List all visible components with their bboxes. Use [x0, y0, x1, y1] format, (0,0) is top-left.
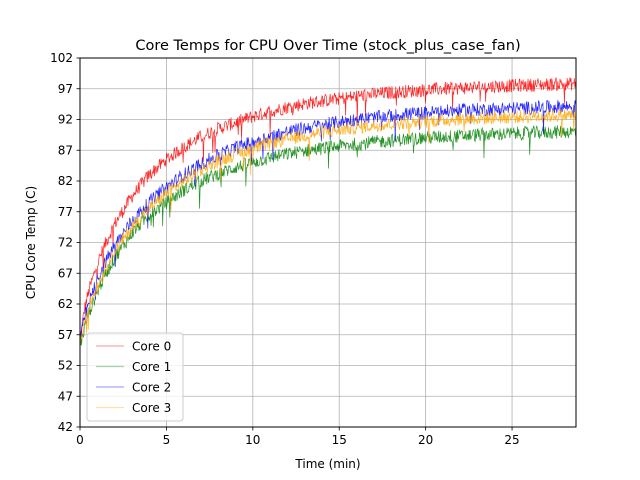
y-tick-label: 87 — [58, 143, 73, 157]
y-tick-label: 92 — [58, 113, 73, 127]
x-tick-label: 15 — [332, 433, 347, 447]
chart-title: Core Temps for CPU Over Time (stock_plus… — [135, 38, 520, 54]
legend: Core 0 Core 1 Core 2 Core 3 — [86, 332, 184, 422]
legend-label: Core 1 — [132, 360, 171, 374]
series-lines — [79, 77, 577, 350]
series-line — [79, 99, 577, 344]
y-tick-label: 102 — [50, 51, 73, 65]
axis-ticks: 0 5 10 15 20 25 42 47 52 57 62 67 72 77 82 87 92 97 102 — [50, 51, 520, 447]
y-tick-label: 52 — [58, 359, 73, 373]
legend-item: Core 1 — [96, 360, 171, 374]
y-tick-label: 62 — [58, 297, 73, 311]
x-tick-label: 5 — [163, 433, 171, 447]
legend-item: Core 3 — [96, 401, 171, 415]
y-tick-label: 77 — [58, 205, 73, 219]
y-tick-label: 67 — [58, 266, 73, 280]
series-line — [79, 109, 577, 350]
x-tick-label: 25 — [504, 433, 519, 447]
series-core-1 — [79, 125, 577, 347]
y-tick-label: 97 — [58, 82, 73, 96]
legend-label: Core 3 — [132, 401, 171, 415]
x-tick-label: 20 — [418, 433, 433, 447]
x-tick-label: 0 — [76, 433, 84, 447]
legend-box — [86, 332, 184, 422]
y-tick-label: 47 — [58, 389, 73, 403]
x-tick-label: 10 — [245, 433, 260, 447]
legend-item: Core 2 — [96, 381, 171, 395]
y-tick-label: 42 — [58, 420, 73, 434]
series-line — [79, 125, 577, 347]
y-tick-label: 82 — [58, 174, 73, 188]
series-core-3 — [79, 109, 577, 350]
legend-item: Core 0 — [96, 340, 171, 354]
legend-label: Core 0 — [132, 340, 171, 354]
series-core-2 — [79, 99, 577, 344]
y-axis-title: CPU Core Temp (C) — [24, 186, 38, 299]
series-core-0 — [79, 77, 577, 339]
legend-label: Core 2 — [132, 381, 171, 395]
y-tick-label: 72 — [58, 236, 73, 250]
series-line — [79, 77, 577, 339]
y-tick-label: 57 — [58, 328, 73, 342]
x-axis-title: Time (min) — [294, 457, 360, 471]
